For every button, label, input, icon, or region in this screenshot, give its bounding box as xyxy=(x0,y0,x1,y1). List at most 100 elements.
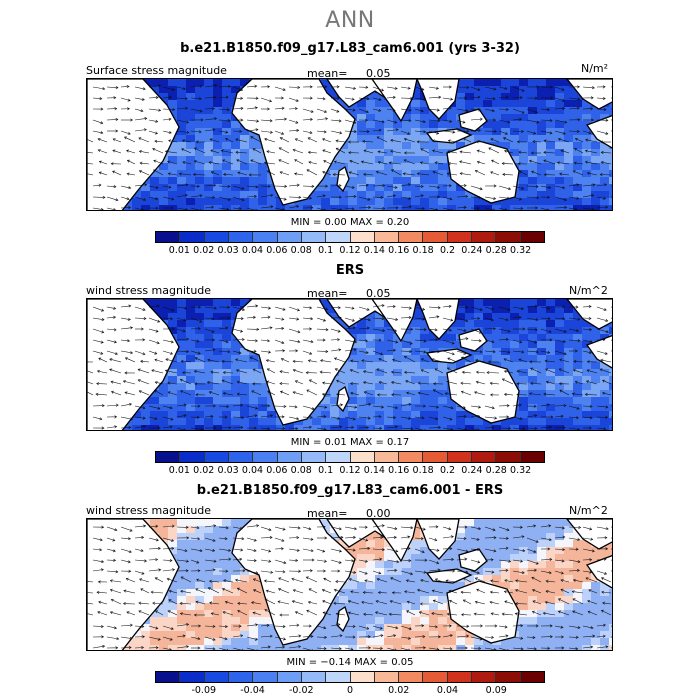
wind-vector xyxy=(587,611,598,616)
wind-vector-head xyxy=(515,589,519,593)
wind-vector xyxy=(235,579,248,583)
wind-vector-head xyxy=(186,337,190,341)
wind-vector xyxy=(232,526,243,530)
wind-vector-head xyxy=(562,547,566,552)
wind-vector-head xyxy=(391,169,395,173)
wind-vector-head xyxy=(325,184,329,188)
wind-vector-head xyxy=(557,610,561,614)
wind-vector xyxy=(400,119,411,122)
wind-vector-head xyxy=(576,183,580,187)
wind-vector xyxy=(582,526,592,530)
wind-vector xyxy=(400,108,412,111)
wind-vector-head xyxy=(547,350,551,354)
wind-vector-head xyxy=(335,612,339,616)
wind-vector-head xyxy=(586,369,590,373)
wind-vector xyxy=(386,548,398,552)
wind-vector-head xyxy=(438,95,442,99)
wind-vector-head xyxy=(462,599,466,603)
colorbar-swatch xyxy=(156,452,181,462)
wind-vector xyxy=(575,138,584,143)
wind-vector xyxy=(92,207,104,210)
wind-vector-head xyxy=(477,560,481,564)
wind-vector-head xyxy=(252,315,256,319)
wind-vector-head xyxy=(531,170,535,174)
wind-vector xyxy=(330,207,342,210)
wind-vector-head xyxy=(337,416,341,420)
wind-vector xyxy=(405,380,416,385)
wind-vector xyxy=(246,548,257,552)
wind-vector-head xyxy=(600,577,605,580)
wind-vector xyxy=(218,119,231,121)
wind-vector xyxy=(596,635,606,638)
wind-vector xyxy=(391,371,402,374)
wind-vector xyxy=(344,327,356,330)
wind-vector-head xyxy=(113,315,117,319)
wind-vector-head xyxy=(211,317,215,321)
wind-vector-head xyxy=(322,611,326,615)
wind-vector-head xyxy=(421,87,425,91)
wind-vector-head xyxy=(337,338,340,342)
wind-vector-head xyxy=(141,646,145,650)
wind-vector xyxy=(246,339,258,342)
wind-vector xyxy=(162,196,174,200)
wind-vector-head xyxy=(576,106,580,110)
wind-vector-head xyxy=(381,524,385,528)
wind-vector-head xyxy=(281,326,285,331)
wind-vector-head xyxy=(113,306,117,310)
wind-vector xyxy=(190,317,202,323)
wind-vector xyxy=(596,646,608,649)
wind-vector xyxy=(162,525,175,528)
wind-vector xyxy=(134,86,146,90)
wind-vector-head xyxy=(561,559,565,563)
wind-vector xyxy=(442,207,452,210)
wind-vector xyxy=(295,611,304,616)
wind-vector-head xyxy=(391,591,395,595)
wind-vector xyxy=(587,172,598,176)
wind-vector-head xyxy=(560,588,564,592)
colorbar-swatch xyxy=(228,672,254,682)
wind-vector-head xyxy=(605,131,609,135)
wind-vector xyxy=(484,570,494,573)
wind-vector xyxy=(512,416,523,420)
wind-vector-head xyxy=(101,330,105,334)
wind-vector-head xyxy=(199,549,203,553)
wind-vector-head xyxy=(182,371,185,375)
wind-vector xyxy=(498,547,509,550)
wind-vector-head xyxy=(394,568,398,572)
wind-vector xyxy=(277,601,290,605)
wind-vector-head xyxy=(376,577,380,581)
wind-vector-head xyxy=(207,358,211,362)
wind-vector-head xyxy=(156,304,160,308)
wind-vector xyxy=(148,108,161,111)
wind-vector-head xyxy=(407,636,411,640)
wind-vector-head xyxy=(350,359,354,363)
wind-vector-head xyxy=(533,524,537,528)
wind-vector-head xyxy=(182,87,186,91)
wind-vector-head xyxy=(296,128,300,132)
wind-vector-head xyxy=(516,382,520,386)
wind-vector-head xyxy=(465,570,469,574)
wind-vector xyxy=(540,404,550,407)
wind-vector-head xyxy=(577,339,581,343)
wind-vector xyxy=(484,86,497,90)
wind-vector xyxy=(400,625,412,630)
wind-vector xyxy=(134,306,146,311)
wind-vector xyxy=(176,184,188,187)
wind-vector xyxy=(498,559,511,562)
wind-vector xyxy=(546,580,556,583)
wind-vector xyxy=(209,602,220,605)
wind-vector-head xyxy=(561,98,565,102)
wind-vector-head xyxy=(573,161,577,165)
wind-vector xyxy=(498,96,509,99)
wind-vector xyxy=(134,129,147,132)
wind-vector-head xyxy=(352,108,356,112)
wind-vector-head xyxy=(436,131,440,135)
wind-vector-head xyxy=(449,417,453,421)
wind-vector-head xyxy=(423,570,427,574)
land-mass xyxy=(87,79,180,210)
wind-vector-head xyxy=(296,317,300,321)
wind-vector-head xyxy=(490,612,494,616)
wind-vector-head xyxy=(388,612,392,616)
wind-vector xyxy=(260,97,272,102)
wind-vector xyxy=(154,390,164,396)
